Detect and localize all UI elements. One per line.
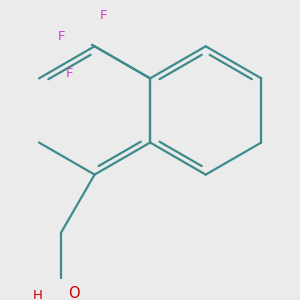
Text: F: F — [66, 67, 74, 80]
Text: O: O — [68, 286, 79, 300]
Text: F: F — [100, 10, 107, 22]
Text: F: F — [58, 30, 65, 43]
Text: H: H — [32, 289, 42, 300]
